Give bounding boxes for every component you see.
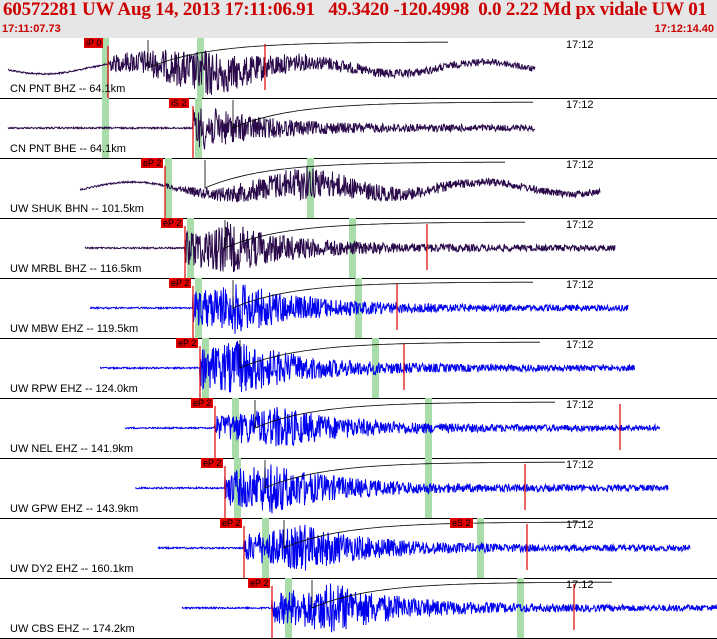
coda-decay-curve — [239, 340, 540, 369]
phase-pick-label[interactable]: iP 0 — [84, 38, 104, 48]
waveform-trace — [7, 49, 536, 96]
waveform-plot — [84, 218, 616, 278]
phase-pick-label[interactable]: eP 2 — [161, 218, 184, 228]
time-tick-label: 17:12 — [566, 39, 594, 51]
waveform-plot — [124, 398, 661, 458]
channel-label: UW MRBL BHZ -- 116.5km — [10, 263, 142, 275]
seismogram-panel[interactable]: iP 0 17:12 CN PNT BHZ -- 64.1km iS 2 17:12 CN… — [0, 38, 717, 639]
time-tick-label: 17:12 — [566, 279, 594, 291]
waveform-trace — [100, 340, 636, 393]
waveform-trace — [157, 524, 691, 571]
channel-label: UW GPW EHZ -- 143.9km — [10, 503, 139, 515]
analysis-window-marker — [187, 218, 194, 278]
event-header: 60572281 UW Aug 14, 2013 17:11:06.91 49.… — [0, 0, 717, 38]
waveform-trace — [181, 583, 717, 633]
waveform-trace — [124, 406, 661, 447]
waveform-plot — [134, 458, 669, 518]
time-tick-label: 17:12 — [566, 219, 594, 231]
phase-pick-label[interactable]: iS 2 — [169, 98, 189, 108]
coda-decay-curve — [204, 160, 505, 189]
waveform-plot — [181, 578, 717, 638]
time-tick-label: 17:12 — [566, 459, 594, 471]
analysis-window-marker — [165, 158, 172, 218]
analysis-window-marker — [372, 338, 379, 398]
waveform-plot — [157, 518, 691, 578]
coda-decay-curve — [254, 400, 555, 429]
phase-pick-label[interactable]: eP 2 — [248, 578, 271, 588]
time-tick-label: 17:12 — [566, 579, 594, 591]
channel-label: UW RPW EHZ -- 124.0km — [10, 383, 138, 395]
coda-decay-curve — [147, 40, 448, 69]
waveform-plot — [79, 158, 601, 218]
coda-decay-curve — [232, 280, 533, 309]
waveform-plot — [7, 98, 536, 158]
phase-pick-label[interactable]: eP 2 — [220, 518, 243, 528]
channel-label: UW DY2 EHZ -- 160.1km — [10, 563, 134, 575]
channel-label: UW CBS EHZ -- 174.2km — [10, 623, 135, 635]
analysis-window-marker — [102, 38, 109, 98]
channel-label: UW NEL EHZ -- 141.9km — [10, 443, 134, 455]
waveform-plot — [7, 38, 536, 98]
seismogram-channel[interactable]: iS 2 17:12 CN PNT BHE -- 64.1km — [0, 98, 717, 159]
seismogram-channel[interactable]: eP 2 eS 2 17:12 UW DY2 EHZ -- 160.1km — [0, 518, 717, 579]
phase-pick-label[interactable]: eP 2 — [201, 458, 224, 468]
seismogram-channel[interactable]: eP 2 17:12 UW GPW EHZ -- 143.9km — [0, 458, 717, 519]
waveform-trace — [7, 107, 536, 150]
window-start-time: 17:11:07.73 — [2, 23, 61, 35]
seismogram-channel[interactable]: eP 2 17:12 UW MRBL BHZ -- 116.5km — [0, 218, 717, 279]
seismogram-channel[interactable]: eP 2 17:12 UW MBW EHZ -- 119.5km — [0, 278, 717, 339]
phase-pick-label[interactable]: eP 2 — [176, 338, 199, 348]
waveform-trace — [89, 284, 629, 334]
time-tick-label: 17:12 — [566, 159, 594, 171]
phase-pick-label[interactable]: eP 2 — [141, 158, 164, 168]
coda-decay-curve — [311, 580, 612, 609]
coda-decay-curve — [232, 100, 533, 129]
coda-decay-curve — [283, 520, 584, 549]
seismogram-channel[interactable]: eP 2 17:12 UW CBS EHZ -- 174.2km — [0, 578, 717, 639]
waveform-plot — [100, 338, 636, 398]
coda-decay-curve — [224, 220, 525, 249]
waveform-trace — [79, 165, 601, 203]
waveform-plot — [89, 278, 629, 338]
channel-label: UW SHUK BHN -- 101.5km — [10, 203, 144, 215]
seismogram-channel[interactable]: iP 0 17:12 CN PNT BHZ -- 64.1km — [0, 38, 717, 99]
channel-label: CN PNT BHZ -- 64.1km — [10, 83, 126, 95]
channel-label: UW MBW EHZ -- 119.5km — [10, 323, 139, 335]
phase-pick-label-s[interactable]: eS 2 — [450, 518, 473, 528]
phase-pick-label[interactable]: eP 2 — [169, 278, 192, 288]
seismogram-channel[interactable]: eP 2 17:12 UW SHUK BHN -- 101.5km — [0, 158, 717, 219]
time-tick-label: 17:12 — [566, 99, 594, 111]
window-end-time: 17:12:14.40 — [654, 23, 714, 35]
time-tick-label: 17:12 — [566, 399, 594, 411]
seismogram-channel[interactable]: eP 2 17:12 UW NEL EHZ -- 141.9km — [0, 398, 717, 459]
waveform-trace — [84, 221, 616, 273]
waveform-trace — [134, 464, 669, 514]
phase-pick-label[interactable]: eP 2 — [191, 398, 214, 408]
time-tick-label: 17:12 — [566, 519, 594, 531]
event-title: 60572281 UW Aug 14, 2013 17:11:06.91 49.… — [3, 0, 717, 20]
seismogram-channel[interactable]: eP 2 17:12 UW RPW EHZ -- 124.0km — [0, 338, 717, 399]
coda-decay-curve — [264, 460, 565, 489]
time-tick-label: 17:12 — [566, 339, 594, 351]
channel-label: CN PNT BHE -- 64.1km — [10, 143, 126, 155]
